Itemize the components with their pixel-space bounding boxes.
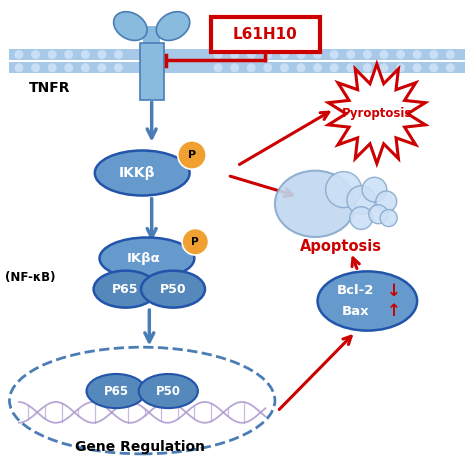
- Circle shape: [115, 51, 122, 58]
- Circle shape: [330, 51, 338, 58]
- Circle shape: [32, 51, 39, 58]
- Circle shape: [281, 51, 288, 58]
- Circle shape: [397, 64, 404, 72]
- Text: ↑: ↑: [386, 302, 401, 320]
- Circle shape: [264, 64, 272, 72]
- Text: IKKβ: IKKβ: [119, 166, 156, 180]
- Ellipse shape: [138, 374, 198, 408]
- Circle shape: [364, 64, 371, 72]
- Ellipse shape: [95, 151, 190, 195]
- Ellipse shape: [318, 271, 417, 331]
- Bar: [143, 26, 160, 43]
- Circle shape: [82, 51, 89, 58]
- Text: P: P: [191, 237, 199, 247]
- Ellipse shape: [100, 237, 194, 279]
- Circle shape: [350, 207, 373, 229]
- Circle shape: [314, 51, 321, 58]
- Bar: [9, 60, 465, 62]
- Ellipse shape: [156, 12, 190, 40]
- Circle shape: [347, 51, 355, 58]
- Text: P65: P65: [112, 283, 139, 296]
- Circle shape: [281, 64, 288, 72]
- Text: P: P: [188, 150, 196, 160]
- Circle shape: [330, 64, 338, 72]
- Circle shape: [413, 64, 421, 72]
- Text: TNFR: TNFR: [28, 81, 70, 95]
- Circle shape: [430, 51, 438, 58]
- Circle shape: [430, 64, 438, 72]
- Text: P65: P65: [103, 384, 129, 398]
- Circle shape: [297, 51, 305, 58]
- Circle shape: [380, 64, 388, 72]
- Ellipse shape: [141, 271, 205, 308]
- Circle shape: [115, 64, 122, 72]
- Circle shape: [364, 51, 371, 58]
- Ellipse shape: [275, 171, 356, 237]
- Circle shape: [65, 64, 73, 72]
- Circle shape: [380, 51, 388, 58]
- Circle shape: [214, 64, 222, 72]
- Circle shape: [362, 177, 387, 202]
- Circle shape: [447, 51, 454, 58]
- Circle shape: [231, 64, 238, 72]
- Circle shape: [98, 51, 106, 58]
- Circle shape: [397, 51, 404, 58]
- Text: ↓: ↓: [386, 282, 401, 300]
- Circle shape: [178, 141, 206, 169]
- Circle shape: [247, 51, 255, 58]
- Circle shape: [48, 51, 56, 58]
- Circle shape: [214, 51, 222, 58]
- Text: L61H10: L61H10: [233, 27, 298, 42]
- Circle shape: [65, 51, 73, 58]
- Circle shape: [15, 64, 23, 72]
- Circle shape: [380, 210, 397, 227]
- Circle shape: [32, 64, 39, 72]
- Circle shape: [247, 64, 255, 72]
- Circle shape: [314, 64, 321, 72]
- Circle shape: [347, 64, 355, 72]
- Bar: [9, 49, 465, 60]
- Text: (NF-κB): (NF-κB): [5, 271, 55, 284]
- Circle shape: [447, 64, 454, 72]
- Circle shape: [98, 64, 106, 72]
- Ellipse shape: [86, 374, 146, 408]
- Ellipse shape: [114, 12, 147, 40]
- Text: IKβα: IKβα: [126, 252, 160, 265]
- Circle shape: [297, 64, 305, 72]
- Circle shape: [347, 186, 375, 214]
- Circle shape: [82, 64, 89, 72]
- Circle shape: [369, 205, 388, 224]
- Text: Bcl-2: Bcl-2: [337, 284, 374, 297]
- Circle shape: [413, 51, 421, 58]
- FancyBboxPatch shape: [211, 17, 320, 52]
- Bar: [9, 62, 465, 73]
- Circle shape: [182, 228, 209, 255]
- Text: Apoptosis: Apoptosis: [301, 239, 382, 254]
- Circle shape: [15, 51, 23, 58]
- Circle shape: [264, 51, 272, 58]
- Text: P50: P50: [160, 283, 186, 296]
- Text: Gene Regulation: Gene Regulation: [75, 440, 205, 454]
- Bar: [140, 43, 164, 100]
- Circle shape: [376, 191, 397, 212]
- Polygon shape: [328, 64, 425, 164]
- Circle shape: [326, 172, 362, 208]
- Ellipse shape: [93, 271, 157, 308]
- Circle shape: [231, 51, 238, 58]
- Text: Pyroptosis: Pyroptosis: [342, 107, 412, 120]
- Text: P50: P50: [156, 384, 181, 398]
- Circle shape: [48, 64, 56, 72]
- Text: Bax: Bax: [342, 305, 369, 318]
